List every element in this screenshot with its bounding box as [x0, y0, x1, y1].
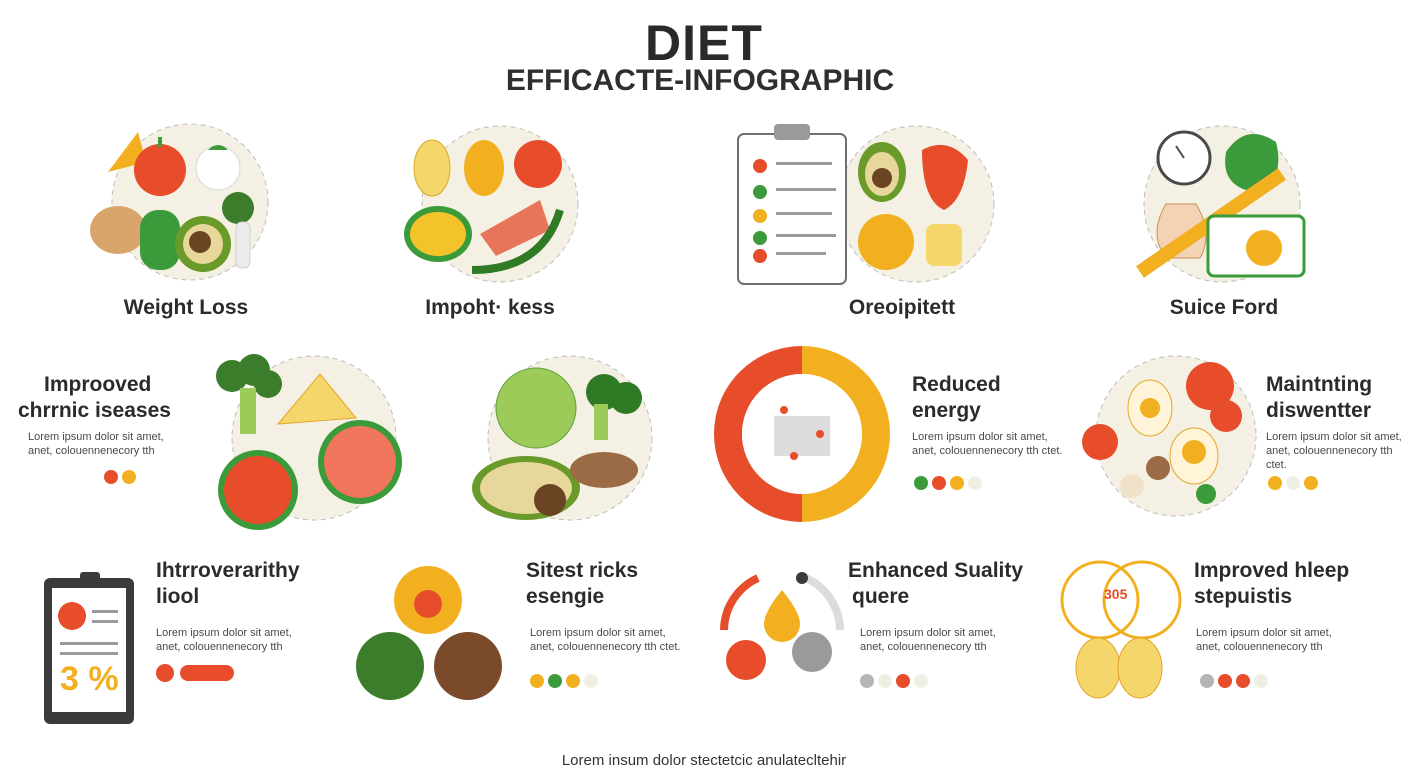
- food-plate-fruits-vegetables-icon: [90, 123, 269, 281]
- tomato-egg-plate-icon: [1082, 355, 1257, 517]
- section-reduced-dots: [914, 476, 982, 490]
- dot: [122, 470, 136, 484]
- clipboard-checklist-icon: [737, 124, 995, 285]
- section-maintaining-dots: [1268, 476, 1318, 490]
- dot: [878, 674, 892, 688]
- section-maintaining-title-line1: Maintnting: [1266, 373, 1373, 396]
- section-improved-title-line2: chrrnic iseases: [18, 399, 171, 422]
- section-row3-2-title-line1: Sitest ricks: [526, 559, 639, 582]
- progress-pill: [180, 665, 234, 681]
- section-row3-1-text: Lorem ipsum dolor sit amet, anet, coloue…: [156, 627, 292, 653]
- section-row3-3-title-line2: quere: [852, 585, 910, 608]
- section-row3-4-title-line2: stepuistis: [1194, 585, 1293, 608]
- section-maintaining-title-line2: diswentter: [1266, 399, 1372, 422]
- tablet-percent-value: 3 %: [60, 660, 119, 698]
- cabbage-avocado-plate-icon: [472, 355, 653, 521]
- broccoli-melon-plate-icon: [216, 354, 402, 530]
- dot: [914, 476, 928, 490]
- food-plate-fish-fruits-icon: [404, 125, 579, 283]
- dot: [566, 674, 580, 688]
- section-row3-4-dots: [1200, 674, 1268, 688]
- section-row3-3-title-line1: Enhanced Suality: [848, 559, 1024, 582]
- venn-circles-icon: [1060, 560, 1182, 699]
- dot: [156, 664, 174, 682]
- section-reduced-title-line1: Reduced: [912, 373, 1001, 396]
- dot: [896, 674, 910, 688]
- section-improved-text: Lorem ipsum dolor sit amet, anet, coloue…: [28, 431, 164, 457]
- dot: [860, 674, 874, 688]
- gauge-drop-icon: [720, 572, 844, 680]
- section-reduced-text: Lorem ipsum dolor sit amet, anet, coloue…: [912, 431, 1063, 457]
- section-improved-dots: [104, 470, 136, 484]
- page-title: DIET: [645, 15, 763, 71]
- dot: [584, 674, 598, 688]
- section-row3-2-title-line2: esengie: [526, 585, 605, 608]
- venn-badge-value: 305: [1104, 586, 1128, 602]
- dot: [1218, 674, 1232, 688]
- three-foods-circles-icon: [356, 566, 502, 700]
- section-improved-title-line1: Improoved: [44, 373, 152, 396]
- section-row3-3-text: Lorem ipsum dolor sit amet, anet, coloue…: [860, 627, 996, 653]
- section-row3-4-text: Lorem ipsum dolor sit amet, anet, coloue…: [1196, 627, 1332, 653]
- tablet-report-icon: [44, 572, 134, 724]
- dot: [530, 674, 544, 688]
- dot: [950, 476, 964, 490]
- dot: [104, 470, 118, 484]
- section-row3-3-dots: [860, 674, 928, 688]
- row1-item2-label: Impoht· kess: [425, 296, 555, 319]
- dot: [914, 674, 928, 688]
- dot: [1286, 476, 1300, 490]
- footer-text: Lorem insum dolor stectetcic anulateclte…: [561, 752, 847, 769]
- donut-diagram-icon: [714, 346, 890, 522]
- page-subtitle: EFFICACTE-INFOGRAPHIC: [505, 64, 895, 97]
- dot: [1268, 476, 1282, 490]
- section-row3-2-dots: [530, 674, 598, 688]
- section-maintaining-text: Lorem ipsum dolor sit amet, anet, coloue…: [1266, 431, 1402, 471]
- dot: [1304, 476, 1318, 490]
- weight-loss-label: Weight Loss: [123, 296, 249, 319]
- dot: [1254, 674, 1268, 688]
- section-row3-4-title-line1: Improved hleep: [1194, 559, 1350, 582]
- section-reduced-title-line2: energy: [912, 399, 981, 422]
- dot: [968, 476, 982, 490]
- row1-item4-label: Suice Ford: [1169, 296, 1279, 319]
- dot: [1200, 674, 1214, 688]
- section-row3-1-indicator: [156, 664, 234, 682]
- section-row3-1-title-line1: Ihtrroverarithy: [156, 559, 300, 582]
- dot: [932, 476, 946, 490]
- dot: [1236, 674, 1250, 688]
- row1-item3-label: Oreoipitett: [848, 296, 956, 319]
- section-row3-1-title-line2: liool: [156, 585, 200, 608]
- section-row3-2-text: Lorem ipsum dolor sit amet, anet, coloue…: [530, 627, 681, 653]
- measuring-tape-icon: [1136, 125, 1306, 283]
- dot: [548, 674, 562, 688]
